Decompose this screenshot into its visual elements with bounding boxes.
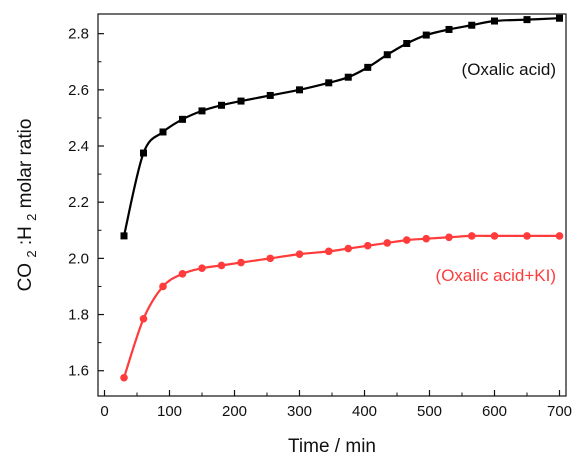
y-axis-label-subscript: 2	[24, 214, 39, 221]
x-tick-label: 0	[100, 403, 108, 420]
y-tick-label: 2.0	[68, 250, 89, 267]
x-tick-label: 100	[157, 403, 182, 420]
data-point	[364, 63, 372, 71]
data-point	[383, 51, 391, 59]
axis-ticks: 0 100 200 300 400 500 600 700 1.6 1.8 2.0 2.2 2.4 2.6…	[68, 26, 572, 420]
data-point	[556, 14, 563, 22]
y-tick-label: 2.4	[68, 138, 89, 155]
series-group	[120, 14, 564, 382]
y-tick-label: 2.2	[68, 194, 89, 211]
series-line	[122, 234, 561, 379]
data-point	[120, 373, 128, 382]
data-point	[490, 232, 499, 240]
data-point	[445, 233, 453, 242]
data-point	[198, 264, 206, 272]
labels-group: Time / min CO 2 :H 2 molar ratio (Oxalic…	[15, 60, 556, 457]
data-point	[383, 239, 392, 247]
data-point	[402, 236, 411, 244]
data-point	[344, 244, 353, 253]
y-axis-label-part: molar ratio	[15, 119, 36, 209]
data-point	[198, 107, 206, 115]
data-point	[295, 250, 304, 258]
data-point	[179, 115, 186, 123]
x-axis-label: Time / min	[288, 436, 376, 457]
x-tick-label: 400	[352, 403, 377, 420]
y-axis-label-part: CO	[15, 263, 36, 292]
data-point	[218, 101, 225, 109]
y-tick-label: 1.8	[68, 307, 89, 324]
data-point	[296, 86, 303, 94]
data-point	[445, 25, 453, 33]
data-point	[422, 31, 430, 39]
data-point	[422, 234, 431, 243]
data-point	[139, 314, 148, 323]
data-point	[523, 16, 531, 24]
data-point	[159, 282, 167, 291]
data-point	[159, 128, 167, 136]
data-point	[325, 79, 333, 87]
data-point	[523, 232, 531, 240]
data-point	[217, 261, 226, 270]
y-axis-label: CO 2 :H 2 molar ratio	[15, 119, 41, 292]
data-point	[266, 254, 275, 263]
data-point	[468, 21, 476, 29]
y-axis-label-subscript: 2	[24, 250, 39, 257]
data-point	[491, 17, 498, 25]
data-point	[467, 232, 476, 240]
x-tick-label: 500	[417, 403, 442, 420]
data-point	[403, 39, 411, 47]
data-point	[344, 73, 352, 81]
y-tick-label: 2.8	[68, 26, 89, 43]
x-tick-label: 700	[547, 403, 572, 420]
x-tick-label: 600	[482, 403, 507, 420]
data-point	[324, 247, 333, 256]
x-tick-label: 200	[222, 403, 247, 420]
data-point	[140, 149, 147, 157]
series-label-oxalic-acid: (Oxalic acid)	[462, 60, 556, 79]
data-point	[120, 232, 128, 240]
data-point	[363, 241, 372, 250]
data-point	[237, 258, 245, 267]
data-point	[555, 232, 564, 240]
y-tick-label: 2.6	[68, 82, 89, 99]
data-point	[266, 91, 274, 99]
y-tick-label: 1.6	[68, 363, 89, 380]
data-point	[178, 270, 187, 278]
y-axis-label-part: :H	[15, 226, 36, 245]
series-label-oxalic-acid-ki: (Oxalic acid+KI)	[436, 266, 556, 285]
x-tick-label: 300	[287, 403, 312, 420]
data-point	[237, 97, 245, 105]
series-line	[122, 17, 561, 237]
